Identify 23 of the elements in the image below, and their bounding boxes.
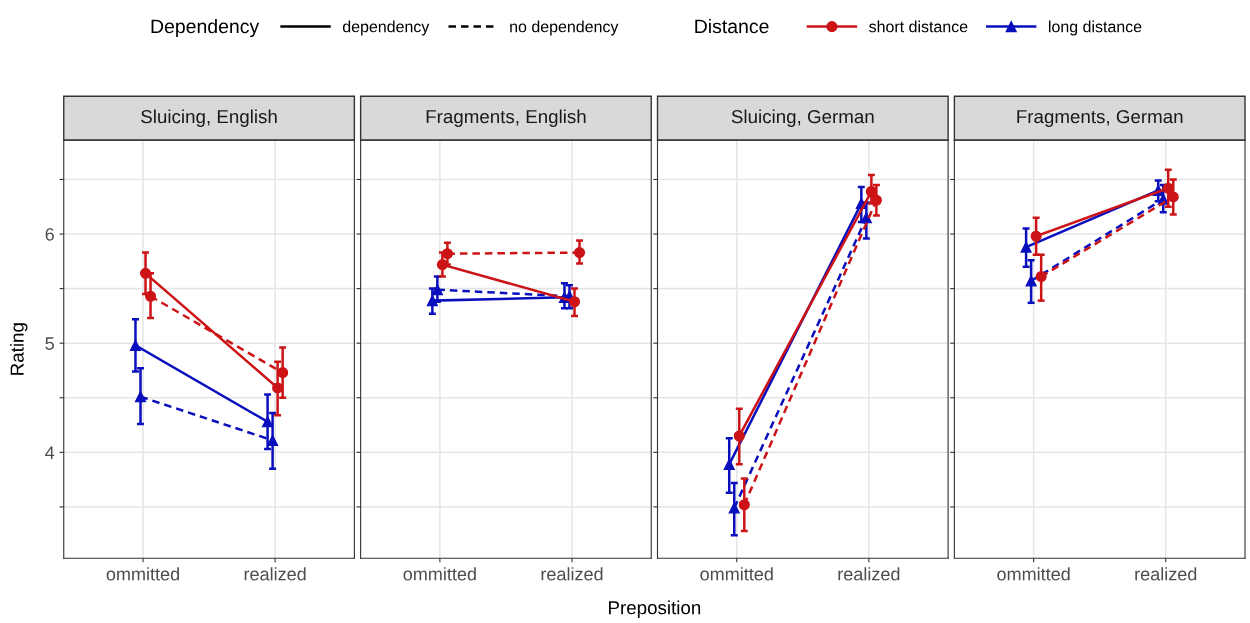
text: Distance (695, 18, 769, 34)
x-tick-label: realized (244, 567, 306, 581)
text: long distance (1049, 20, 1142, 36)
x-tick-label: ommitted (997, 567, 1070, 581)
y-tick-label: 4 (45, 446, 55, 459)
chart-title: Fragments, English (426, 109, 586, 127)
x-tick-label: ommitted (403, 567, 476, 581)
y-tick-label: 5 (45, 337, 54, 350)
x-tick-label: realized (838, 567, 900, 581)
x-tick-label: realized (541, 567, 603, 581)
x-tick-label: realized (1135, 567, 1197, 581)
text: short distance (869, 20, 968, 33)
text: no dependency (510, 20, 619, 36)
y-axis-title: Rating (10, 323, 28, 375)
x-tick-label: ommitted (700, 567, 773, 581)
text: Dependency (151, 18, 260, 38)
chart-title: Fragments, German (1017, 109, 1183, 127)
chart-title: Sluicing, German (731, 109, 874, 127)
text: dependency (342, 20, 430, 36)
chart-title: Sluicing, English (141, 109, 277, 127)
x-tick-label: ommitted (106, 567, 179, 581)
x-axis-title: Preposition (609, 600, 701, 619)
y-tick-label: 6 (45, 227, 54, 241)
